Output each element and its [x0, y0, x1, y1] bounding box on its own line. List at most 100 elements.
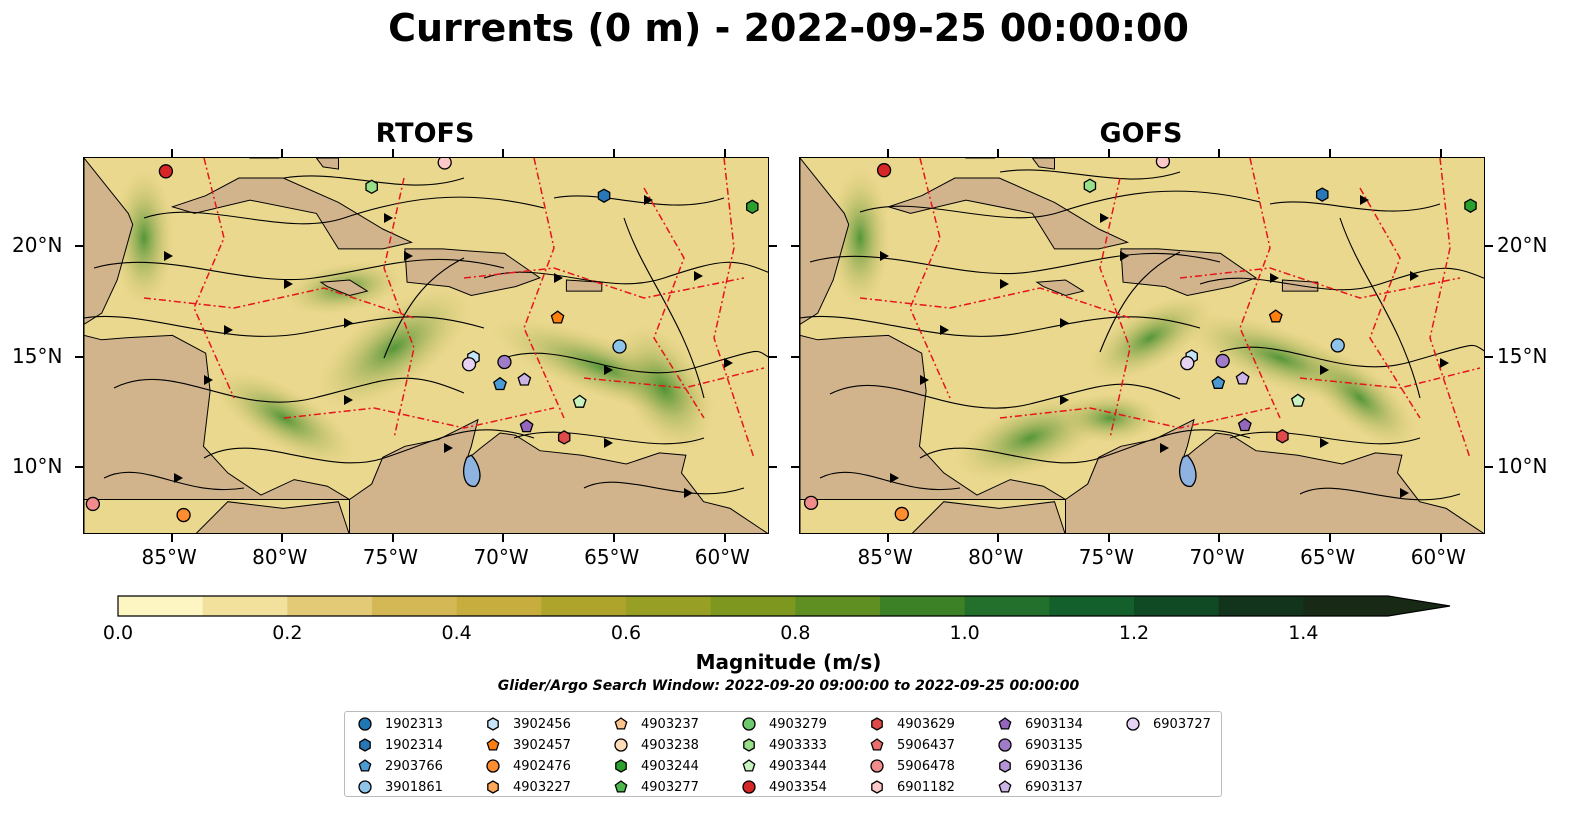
- legend-label: 6903135: [1025, 737, 1083, 753]
- float-marker: [497, 354, 512, 370]
- lat-tick: [75, 466, 83, 469]
- legend-marker: [1126, 717, 1140, 731]
- float-marker: [176, 507, 191, 523]
- float-marker: [597, 188, 611, 203]
- map-panel-gofs[interactable]: [799, 157, 1485, 534]
- colorbar-cell: [1303, 596, 1389, 616]
- lat-tick: [769, 355, 777, 358]
- ssh-contour: [1179, 267, 1461, 299]
- land-mass: [565, 279, 603, 292]
- lon-tick: [502, 149, 505, 157]
- ssh-contour: [643, 187, 705, 419]
- legend-label: 1902313: [385, 716, 443, 732]
- legend-label: 4903244: [641, 758, 699, 774]
- legend-item: 4903237: [613, 714, 699, 734]
- streamline: [513, 431, 705, 445]
- legend-marker: [998, 717, 1012, 730]
- streamline-arrow: [224, 325, 233, 335]
- streamline-arrow: [1440, 358, 1449, 368]
- colorbar-tick-label: 1.4: [1288, 622, 1319, 644]
- streamline-arrow: [1120, 251, 1129, 261]
- lon-tick: [886, 149, 889, 157]
- land-mass: [1035, 279, 1085, 297]
- float-marker: [894, 506, 909, 522]
- legend-label: 4903354: [769, 779, 827, 795]
- colorbar-tick-label: 0.6: [610, 622, 642, 644]
- land-mass: [1120, 248, 1257, 297]
- legend-item: 4903244: [613, 756, 699, 776]
- float-marker: [1180, 355, 1195, 371]
- streamline-arrow: [1160, 443, 1169, 453]
- streamline-arrow: [554, 273, 563, 283]
- legend-label: 3901861: [385, 779, 443, 795]
- streamline-arrow: [724, 358, 733, 368]
- colorbar-tick-label: 1.0: [949, 622, 980, 644]
- streamline: [1269, 201, 1441, 212]
- float-marker: [1464, 198, 1477, 213]
- lon-tick: [997, 149, 1000, 157]
- legend-label: 4903333: [769, 737, 827, 753]
- streamline: [1219, 344, 1484, 368]
- streamline-arrow: [344, 395, 353, 405]
- colorbar-tick-label: 1.2: [1118, 622, 1150, 644]
- land-mass: [349, 418, 768, 533]
- lon-tick: [1329, 534, 1332, 542]
- lon-tick: [281, 149, 284, 157]
- lat-tick: [791, 355, 799, 358]
- legend-marker: [998, 780, 1012, 793]
- land-mass: [404, 248, 541, 297]
- float-marker: [1211, 375, 1226, 389]
- colorbar-cell: [118, 596, 204, 616]
- legend-item: 4903629: [869, 714, 955, 734]
- ssh-contour: [383, 177, 415, 439]
- lon-tick: [997, 534, 1000, 542]
- legend-marker: [998, 738, 1012, 752]
- colorbar-cell: [710, 596, 796, 616]
- float-marker: [557, 430, 571, 445]
- legend-label: 1902314: [385, 737, 443, 753]
- lon-tick-label: 70°W: [473, 545, 529, 569]
- float-marker: [1315, 187, 1329, 202]
- float-marker: [461, 357, 477, 372]
- lat-tick: [75, 355, 83, 358]
- colorbar-tick-label: 0.2: [272, 622, 303, 644]
- lon-tick: [1439, 534, 1442, 542]
- lat-tick-label-left: 15°N: [12, 343, 63, 368]
- legend-marker: [871, 780, 883, 794]
- ssh-contour: [713, 158, 755, 459]
- lon-tick: [391, 149, 394, 157]
- lon-tick: [723, 149, 726, 157]
- map-panel-rtofs[interactable]: [83, 157, 769, 534]
- streamline: [1339, 217, 1421, 399]
- lon-tick: [886, 534, 889, 542]
- float-marker: [1330, 338, 1345, 353]
- legend-marker: [359, 738, 371, 752]
- lat-tick: [791, 244, 799, 247]
- colorbar-cell: [1134, 596, 1220, 616]
- land-mass: [84, 158, 134, 325]
- lon-tick: [613, 534, 616, 542]
- float-marker: [365, 179, 378, 195]
- legend-item: 6903134: [997, 714, 1083, 734]
- float-marker: [1083, 178, 1097, 193]
- legend-item: 5906437: [869, 735, 955, 755]
- legend-marker: [742, 780, 756, 794]
- legend-label: 4903277: [641, 779, 699, 795]
- streamline-arrow: [940, 325, 949, 335]
- land-mass: [315, 158, 339, 170]
- streamline-arrow: [284, 279, 293, 289]
- lon-tick: [502, 534, 505, 542]
- streamline: [999, 169, 1181, 180]
- streamline-arrow: [1270, 273, 1279, 283]
- legend-item: 3902457: [485, 735, 571, 755]
- streamline-arrow: [644, 195, 653, 205]
- streamline-arrow: [1400, 488, 1409, 498]
- streamline-arrow: [604, 365, 613, 375]
- legend-item: 1902313: [357, 714, 443, 734]
- ssh-contour: [999, 407, 1271, 429]
- legend-item: 1902314: [357, 735, 443, 755]
- float-marker: [1215, 353, 1230, 369]
- land-mass: [800, 158, 850, 325]
- legend-item: 6901182: [869, 777, 955, 797]
- legend-label: 4902476: [513, 758, 571, 774]
